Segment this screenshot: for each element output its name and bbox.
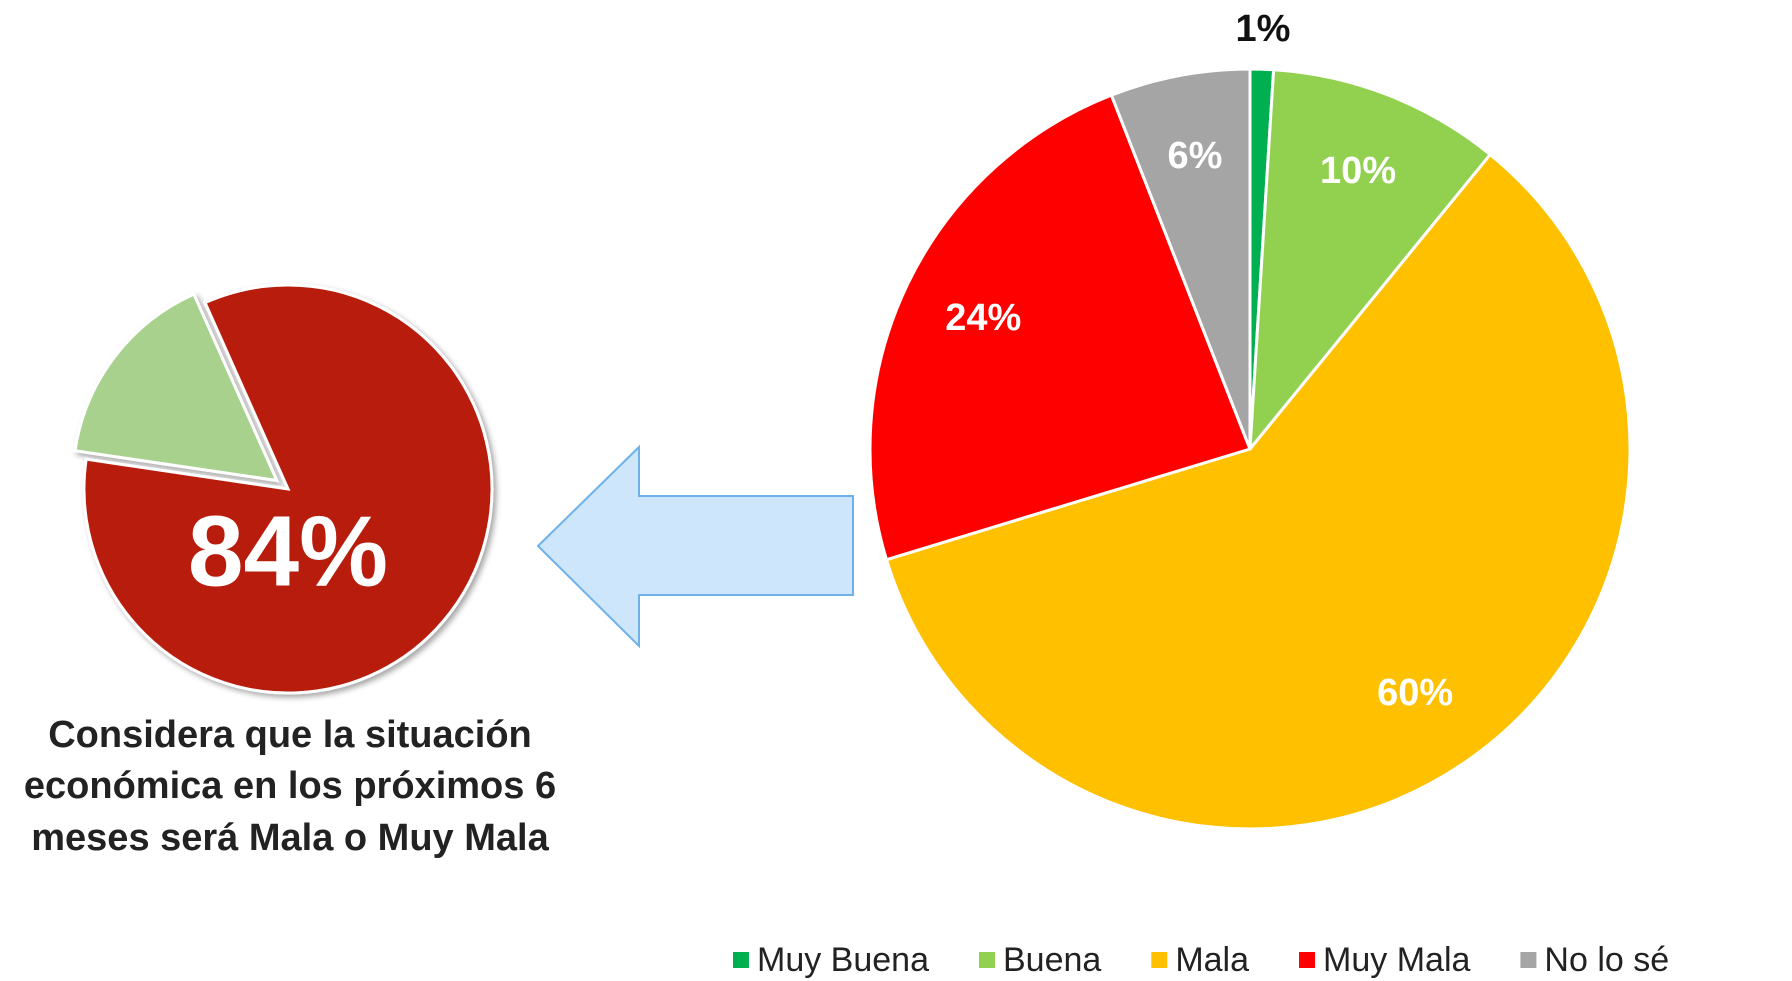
legend-label: Buena: [1003, 941, 1101, 979]
caption: Considera que la situación económica en …: [23, 714, 557, 859]
pie-slice: [868, 93, 1252, 562]
pie-slice: [82, 283, 494, 695]
data-label: 84%: [188, 495, 388, 607]
main-pie: 1% 10% 60% 24% 6% Muy Buena Buena Mala Muy Mala N…: [733, 8, 1669, 979]
data-label: 24%: [945, 297, 1021, 339]
legend-swatch: [1151, 952, 1168, 968]
pie-slice: [1109, 67, 1252, 450]
legend-swatch: [1520, 952, 1537, 968]
arrow: [536, 444, 854, 649]
data-label: 10%: [1320, 150, 1396, 192]
pie-slice: [884, 152, 1632, 831]
data-label: 6%: [1168, 135, 1223, 177]
legend-label: Muy Buena: [757, 941, 929, 979]
small-pie: 84%: [73, 283, 494, 695]
pie-slice: [73, 292, 280, 483]
legend-label: No lo sé: [1544, 941, 1669, 979]
legend-swatch: [1299, 952, 1316, 968]
legend-label: Mala: [1175, 941, 1249, 979]
data-label: 1%: [1236, 8, 1291, 50]
legend-label: Muy Mala: [1323, 941, 1470, 979]
legend-swatch: [979, 952, 995, 968]
data-label: 60%: [1377, 672, 1453, 714]
legend-swatch: [733, 952, 749, 968]
pie-slice: [1248, 68, 1493, 454]
